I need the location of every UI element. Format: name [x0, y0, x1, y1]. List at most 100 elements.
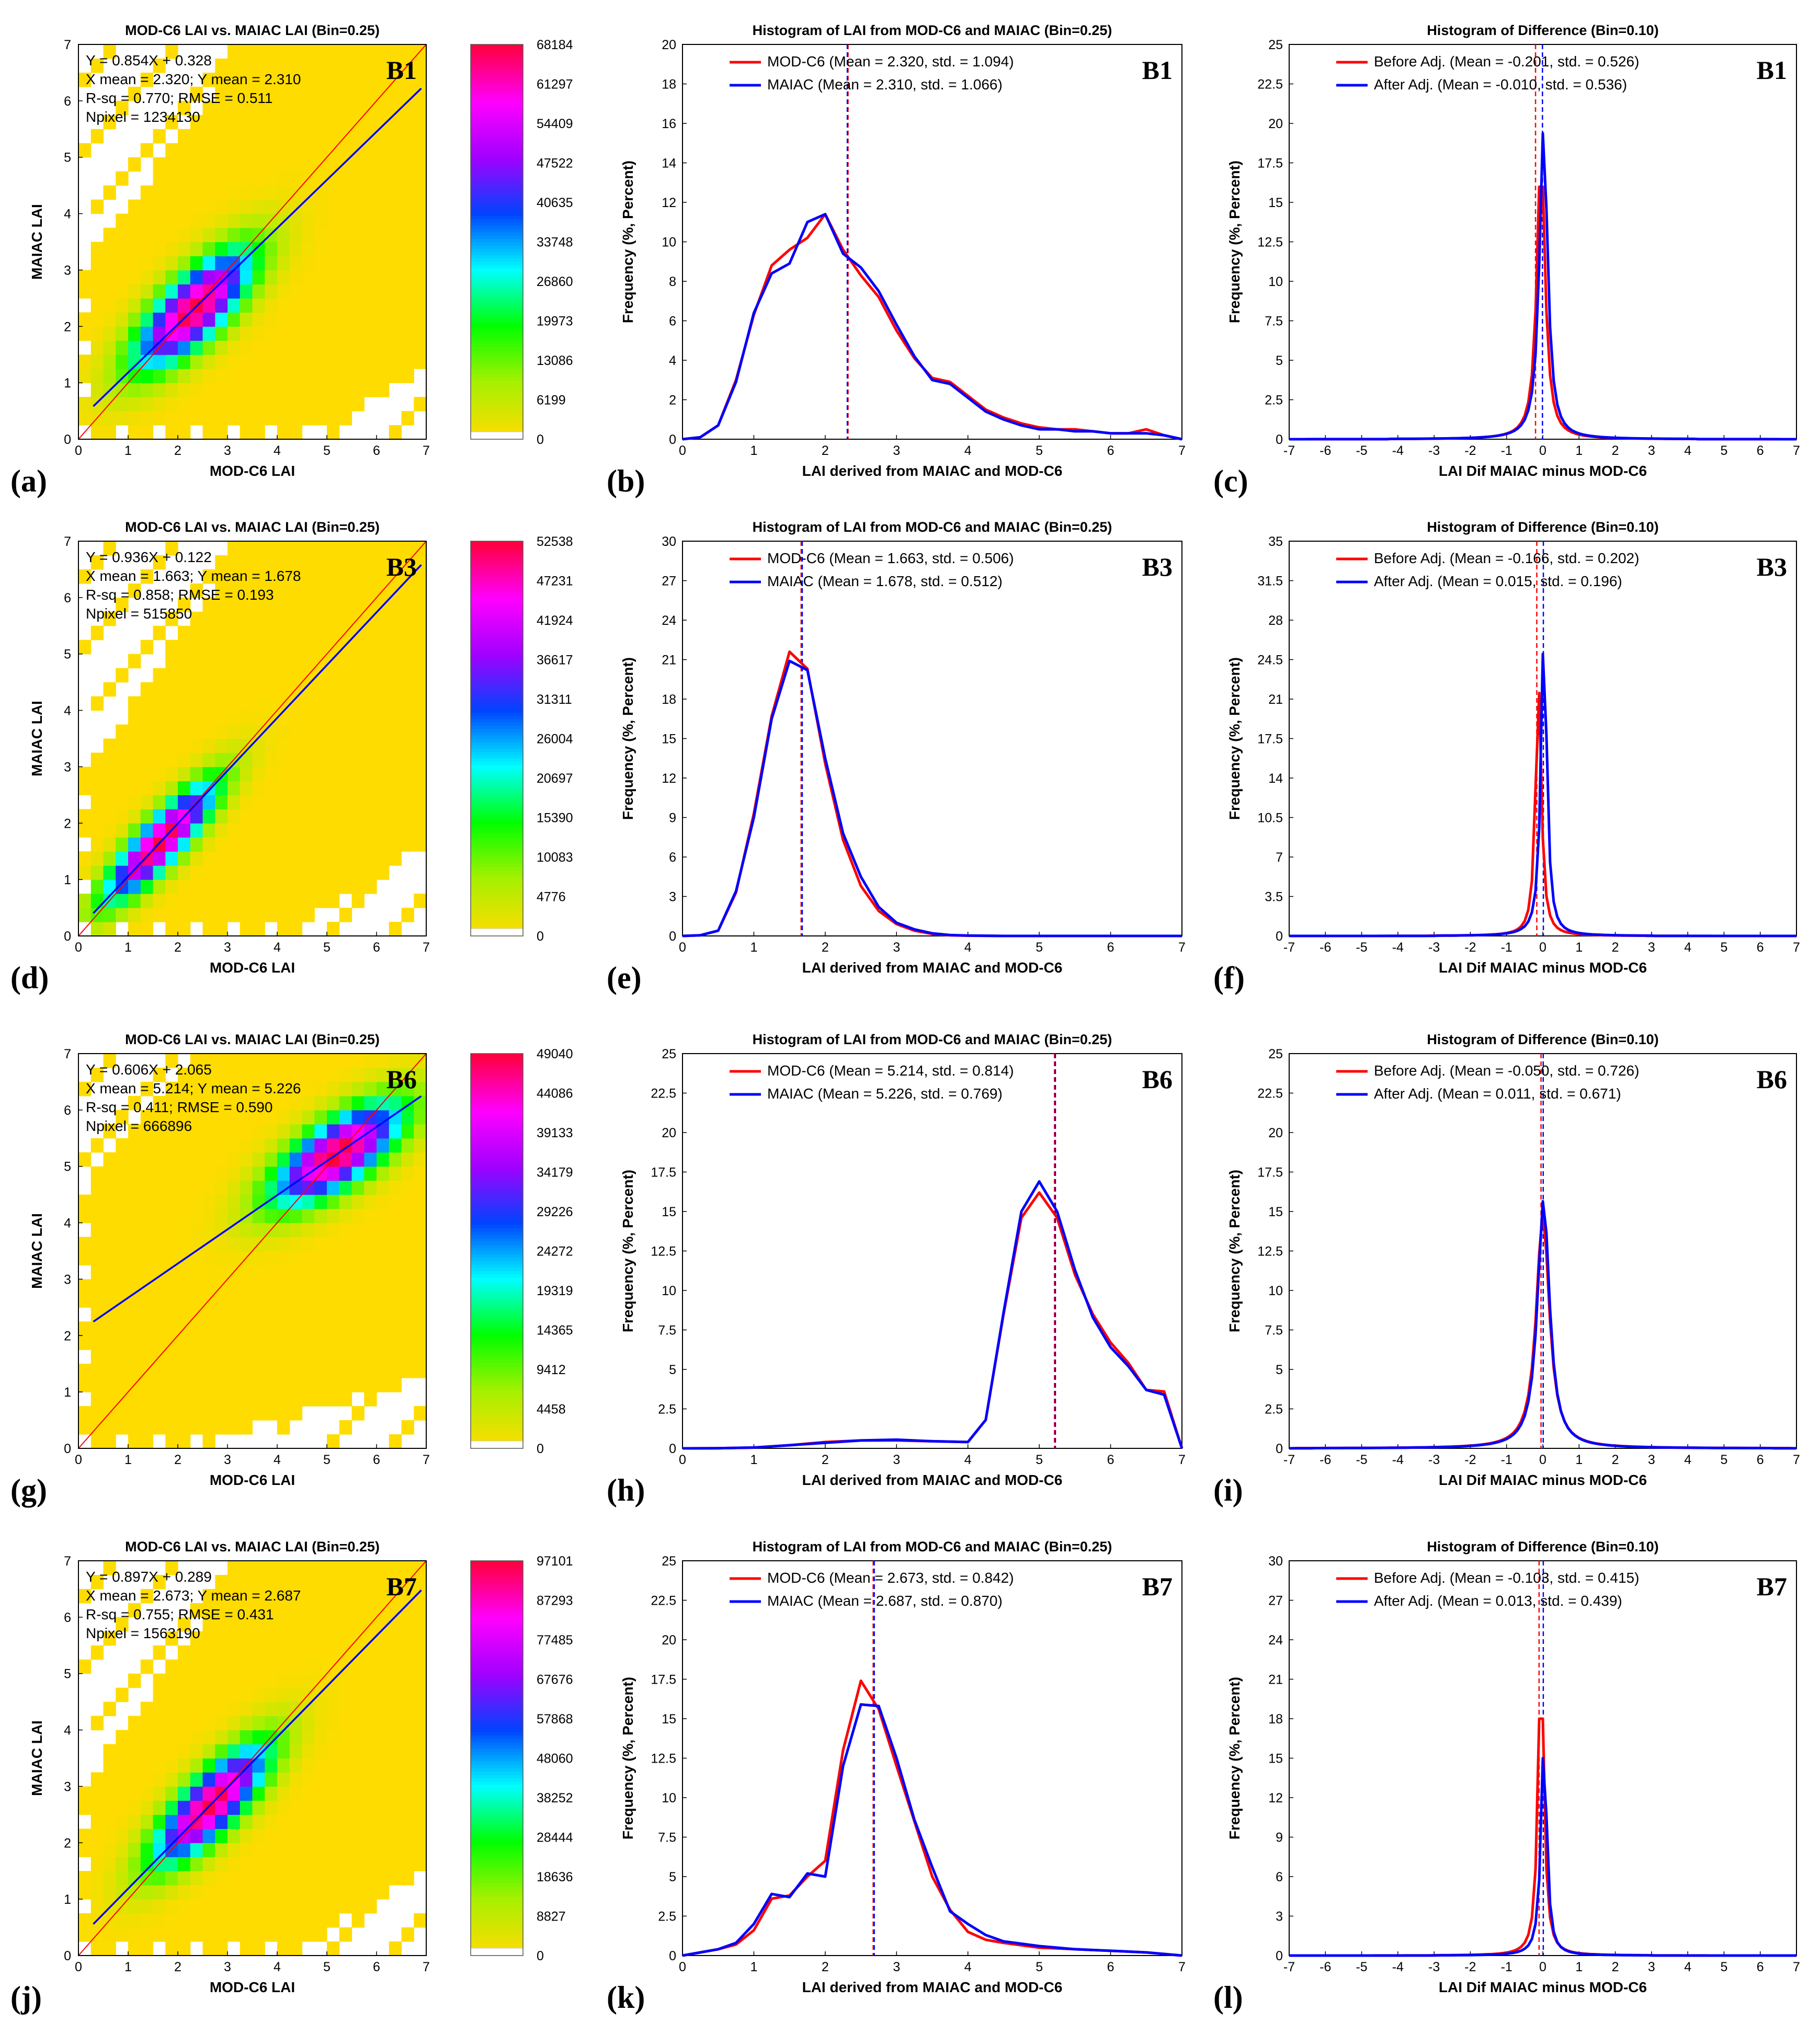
heatmap-cell [252, 383, 265, 397]
heatmap-cell [252, 355, 265, 369]
heatmap-cell [327, 115, 340, 130]
heatmap-cell [277, 1673, 290, 1688]
heatmap-cell [377, 795, 390, 809]
heatmap-cell [228, 1166, 241, 1181]
regression-line [93, 87, 422, 407]
x-tick-label: -5 [1356, 1453, 1367, 1467]
colorbar-segment [471, 330, 523, 335]
heatmap-cell [228, 1744, 241, 1759]
colorbar-segment [471, 1172, 523, 1176]
heatmap-cells [78, 1561, 427, 1956]
heatmap-cell [289, 312, 303, 327]
heatmap-cell [327, 597, 340, 612]
heatmap-cell [240, 894, 253, 908]
colorbar-segment [471, 357, 523, 361]
heatmap-cell [215, 1054, 228, 1068]
heatmap-cell [377, 1378, 390, 1392]
x-tick-label: -6 [1320, 1960, 1331, 1974]
y-tick-label: 3.5 [1265, 890, 1283, 905]
heatmap-cell [377, 355, 390, 369]
heatmap-cell [178, 1081, 191, 1096]
heatmap-cell [103, 326, 116, 341]
heatmap-cell [302, 1392, 315, 1407]
y-tick-label: 17.5 [651, 1165, 676, 1180]
heatmap-cell [165, 369, 178, 383]
heatmap-cell [302, 1378, 315, 1392]
x-axis-label: LAI derived from MAIAC and MOD-C6 [802, 1472, 1063, 1488]
mean-values: X mean = 2.673; Y mean = 2.687 [86, 1587, 301, 1604]
heatmap-cell [178, 922, 191, 936]
heatmap-cell [240, 369, 253, 383]
heatmap-cell [252, 1631, 265, 1646]
heatmap-cell [190, 894, 203, 908]
colorbar-tick-label: 28444 [537, 1831, 573, 1845]
heatmap-cell [178, 425, 191, 440]
heatmap-cell [339, 1561, 352, 1575]
heatmap-cell [364, 1772, 377, 1787]
heatmap-cell [215, 865, 228, 880]
heatmap-cell [190, 143, 203, 158]
heatmap-cell [364, 1307, 377, 1322]
colorbar-segment [471, 136, 523, 141]
colorbar-segment [471, 1814, 523, 1818]
heatmap-cell [289, 710, 303, 725]
heatmap-cell [277, 397, 290, 412]
panel-label: (l) [1213, 1980, 1243, 2015]
heatmap-cell [90, 837, 104, 852]
heatmap-cell [190, 851, 203, 866]
heatmap-cell [339, 809, 352, 824]
heatmap-cell [377, 1588, 390, 1604]
heatmap-cell [178, 1208, 191, 1224]
heatmap-cell [289, 611, 303, 626]
y-tick-label: 6 [1276, 1870, 1283, 1884]
colorbar-segment [471, 1649, 523, 1653]
heatmap-cell [277, 654, 290, 669]
y-tick-label: 18 [1268, 1712, 1283, 1727]
heatmap-cell [165, 355, 178, 369]
heatmap-cell [265, 611, 278, 626]
heatmap-cell [116, 213, 129, 228]
heatmap-cell [377, 1701, 390, 1717]
y-tick-label: 25 [1268, 1047, 1283, 1061]
heatmap-cell [364, 1574, 377, 1590]
heatmap-cell [190, 710, 203, 725]
heatmap-cell [364, 1378, 377, 1392]
heatmap-cell [228, 58, 241, 73]
colorbar-tick-label: 26004 [537, 732, 573, 747]
heatmap-cell [351, 58, 365, 73]
x-tick-label: 2 [174, 443, 181, 458]
heatmap-cell [364, 1152, 377, 1167]
heatmap-cell [351, 1913, 365, 1928]
heatmap-cell [140, 908, 154, 922]
colorbar-segment [471, 1900, 523, 1903]
y-tick-label: 7.5 [1265, 1323, 1283, 1338]
heatmap-cell [414, 1716, 427, 1731]
heatmap-cell [103, 1786, 116, 1801]
heatmap-cell [90, 1237, 104, 1252]
x-axis-label: MOD-C6 LAI [210, 959, 295, 976]
colorbar-segment [471, 1238, 523, 1242]
heatmap-cell [351, 340, 365, 355]
heatmap-cell [351, 72, 365, 87]
heatmap-cell [215, 569, 228, 584]
heatmap-cell [302, 44, 315, 59]
heatmap-cell [78, 1152, 92, 1167]
heatmap-cell [339, 1420, 352, 1435]
heatmap-cell [215, 1364, 228, 1378]
heatmap-cell [302, 1095, 315, 1111]
heatmap-cell [252, 894, 265, 908]
heatmap-cell [414, 1237, 427, 1252]
heatmap-cell [190, 1208, 203, 1224]
colorbar-segment [471, 1254, 523, 1258]
heatmap-cell [414, 1701, 427, 1717]
x-tick-label: 4 [274, 443, 281, 458]
colorbar-segment [471, 235, 523, 239]
heatmap-cell [364, 781, 377, 795]
heatmap-cell [215, 383, 228, 397]
colorbar-segment [471, 186, 523, 190]
colorbar-segment [471, 1366, 523, 1370]
heatmap-cell [289, 1603, 303, 1618]
colorbar-segment [471, 353, 523, 358]
colorbar-segment [471, 774, 523, 779]
panel-label: (f) [1213, 961, 1245, 995]
